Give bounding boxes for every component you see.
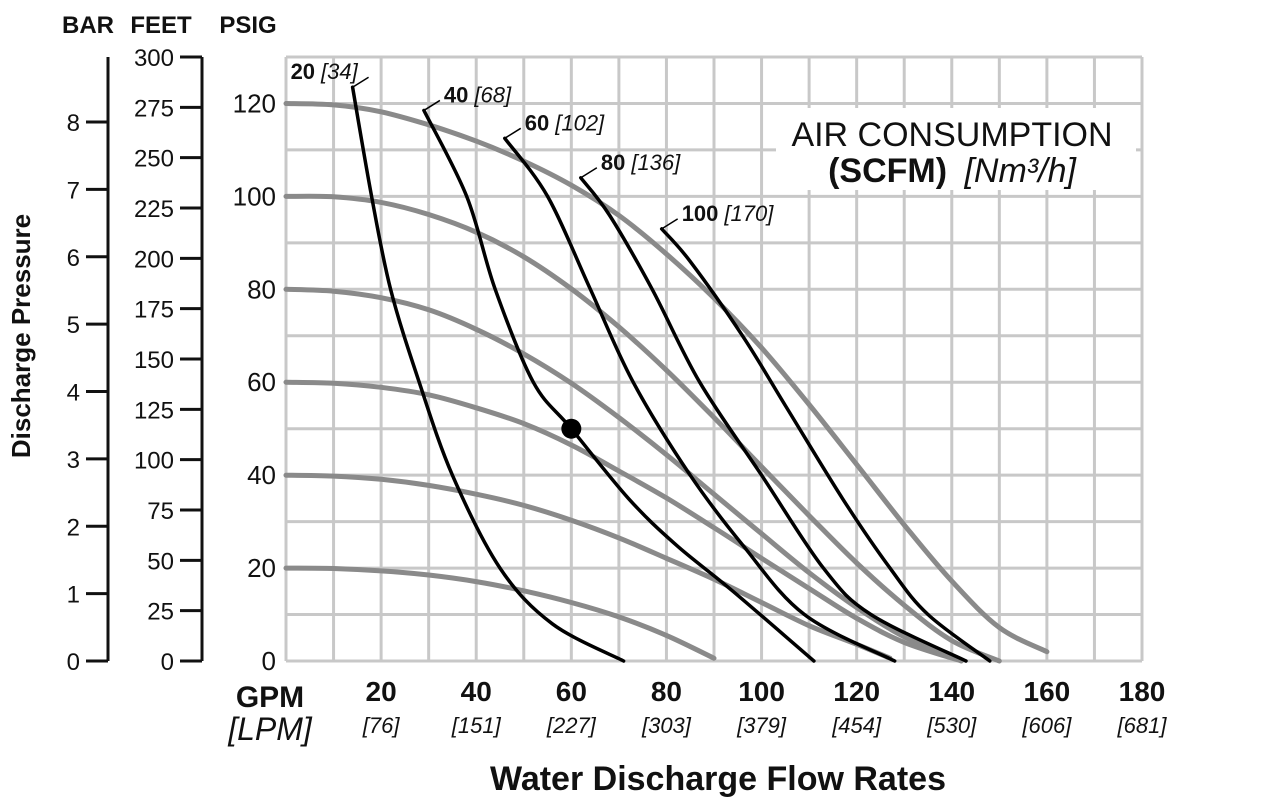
x-axis-title: Water Discharge Flow Rates	[490, 760, 946, 798]
air-curve-label-100: 100 [170]	[682, 201, 775, 226]
y-tick-label-bar: 7	[67, 177, 80, 204]
y-axes: BAR012345678FEET025507510012515017520022…	[62, 12, 277, 676]
air-curve-label-80: 80 [136]	[601, 150, 681, 175]
y-tick-label-feet: 125	[134, 397, 174, 424]
y-tick-label-psig: 0	[262, 646, 276, 676]
x-tick-label: 180	[1119, 676, 1166, 707]
x-tick-label: 20	[366, 676, 397, 707]
x-tick-sublabel: [606]	[1021, 713, 1072, 738]
air-curve-20	[350, 85, 626, 663]
pressure-curve	[283, 472, 893, 661]
x-tick-sublabel: [379]	[736, 713, 787, 738]
pressure-curves	[283, 101, 1050, 664]
x-tick-label: 80	[651, 676, 682, 707]
y-tick-label-feet: 275	[134, 95, 174, 122]
x-tick-sublabel: [530]	[926, 713, 977, 738]
air-curve-label-20: 20 [34]	[291, 59, 359, 84]
air-curve-leader	[661, 218, 679, 230]
x-axis-unit-gpm: GPM	[236, 681, 304, 714]
x-tick-label: 120	[833, 676, 880, 707]
y-tick-label-psig: 100	[233, 181, 276, 211]
air-curve-leader	[423, 99, 441, 112]
legend-title: AIR CONSUMPTION	[791, 116, 1112, 154]
x-tick-sublabel: [76]	[362, 713, 401, 738]
y-axis-header-psig: PSIG	[219, 12, 276, 39]
x-axis-unit-lpm: [LPM]	[227, 711, 313, 747]
y-axis-title: Discharge Pressure	[6, 214, 36, 458]
y-tick-label-feet: 250	[134, 146, 174, 173]
operating-point-marker	[561, 418, 582, 439]
pressure-curve	[283, 565, 717, 661]
y-tick-label-feet: 200	[134, 246, 174, 273]
y-tick-label-bar: 8	[67, 110, 80, 137]
x-tick-label: 160	[1024, 676, 1071, 707]
x-tick-sublabel: [681]	[1117, 713, 1168, 738]
legend-units: (SCFM) [Nm³/h]	[828, 152, 1077, 190]
y-tick-label-feet: 150	[134, 347, 174, 374]
y-tick-label-feet: 175	[134, 297, 174, 324]
y-tick-label-feet: 25	[147, 599, 174, 626]
air-curve-label-60: 60 [102]	[525, 110, 605, 135]
y-tick-label-psig: 120	[233, 88, 276, 118]
y-tick-label-bar: 2	[67, 514, 80, 541]
y-tick-label-feet: 0	[161, 649, 174, 676]
y-tick-label-bar: 0	[67, 649, 80, 676]
x-tick-label: 40	[461, 676, 492, 707]
y-tick-label-bar: 1	[67, 582, 80, 609]
x-tick-label: 100	[738, 676, 785, 707]
legend-box-background	[776, 108, 1136, 190]
air-curve-leader	[580, 167, 598, 179]
x-tick-sublabel: [151]	[451, 713, 502, 738]
y-tick-label-psig: 60	[247, 367, 276, 397]
air-curve-leader	[504, 127, 522, 139]
y-tick-label-psig: 20	[247, 553, 276, 583]
x-tick-sublabel: [227]	[546, 713, 597, 738]
x-tick-label: 140	[928, 676, 975, 707]
air-curve-label-40: 40 [68]	[444, 82, 512, 107]
y-tick-label-bar: 3	[67, 447, 80, 474]
x-axis: 20 [76] 40 [151] 60 [227] 80 [303] 100 [379] 120 [4…	[362, 676, 1168, 738]
legend-units-scfm: (SCFM)	[828, 152, 947, 190]
y-tick-label-psig: 80	[247, 274, 276, 304]
air-curve-leader	[352, 76, 369, 88]
pressure-curve	[283, 379, 964, 664]
legend-units-nm3h: [Nm³/h]	[963, 152, 1077, 190]
pressure-curve	[283, 101, 1050, 655]
x-tick-sublabel: [303]	[641, 713, 692, 738]
y-tick-label-bar: 5	[67, 312, 80, 339]
air-curve-60	[503, 136, 897, 663]
y-axis-header-bar: BAR	[62, 12, 114, 39]
x-tick-label: 60	[556, 676, 587, 707]
y-tick-label-psig: 40	[247, 460, 276, 490]
y-tick-label-feet: 100	[134, 448, 174, 475]
x-tick-sublabel: [454]	[831, 713, 882, 738]
y-tick-label-bar: 6	[67, 245, 80, 272]
air-curve-100	[659, 227, 992, 663]
pressure-curve	[283, 193, 1002, 664]
y-tick-label-feet: 75	[147, 498, 174, 525]
y-tick-label-bar: 4	[67, 380, 80, 407]
y-axis-header-feet: FEET	[130, 12, 192, 39]
y-tick-label-feet: 225	[134, 196, 174, 223]
y-tick-label-feet: 50	[147, 548, 174, 575]
y-tick-label-feet: 300	[134, 45, 174, 72]
air-curve-80	[579, 176, 968, 663]
